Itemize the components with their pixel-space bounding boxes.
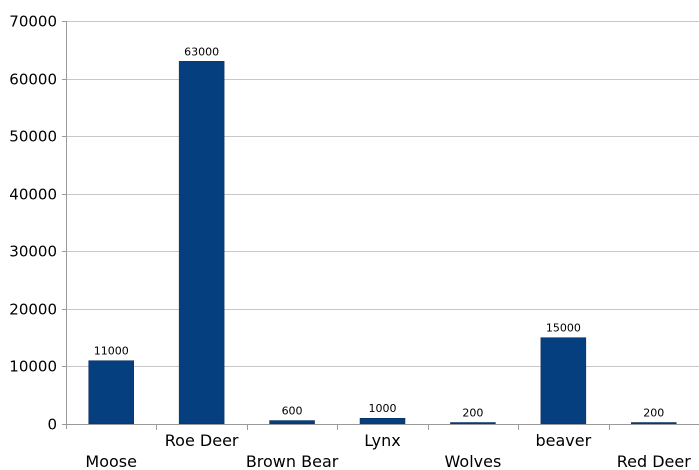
x-tick-label: Brown Bear bbox=[246, 452, 339, 470]
x-tick-label: Roe Deer bbox=[165, 431, 239, 450]
x-axis: Moose Roe Deer Brown Bear Lynx Wolves beaver R… bbox=[66, 424, 699, 470]
data-label: 200 bbox=[643, 407, 664, 420]
bars: 11000 63000 600 1000 200 15000 200 bbox=[88, 45, 677, 425]
data-label: 600 bbox=[282, 405, 303, 418]
bar-wolves bbox=[450, 422, 496, 425]
y-axis: 0 10000 20000 30000 40000 50000 60000 70000 bbox=[9, 13, 67, 434]
x-tick-label: Wolves bbox=[445, 452, 502, 470]
y-tick-label: 40000 bbox=[9, 186, 57, 204]
data-label: 11000 bbox=[94, 345, 129, 358]
bar-lynx bbox=[359, 417, 406, 425]
y-tick-label: 70000 bbox=[9, 13, 57, 31]
y-tick-label: 20000 bbox=[9, 301, 57, 319]
x-tick-label: Red Deer bbox=[617, 452, 691, 470]
y-tick-label: 30000 bbox=[9, 243, 57, 261]
bar-moose bbox=[88, 360, 134, 425]
y-tick-label: 0 bbox=[47, 416, 57, 434]
bar-beaver bbox=[540, 337, 587, 425]
data-label: 15000 bbox=[546, 322, 581, 335]
x-tick-label: Moose bbox=[85, 452, 137, 470]
bar-brown-bear bbox=[269, 420, 315, 425]
data-label: 200 bbox=[462, 407, 483, 420]
x-tick-label: Lynx bbox=[364, 431, 401, 450]
gridlines bbox=[66, 21, 699, 367]
y-tick-label: 10000 bbox=[9, 358, 57, 376]
data-label: 1000 bbox=[369, 402, 397, 415]
y-tick-label: 50000 bbox=[9, 128, 57, 146]
y-tick-label: 60000 bbox=[9, 71, 57, 89]
bar-red-deer bbox=[631, 422, 677, 425]
x-tick-label: beaver bbox=[536, 431, 592, 450]
bar-roe-deer bbox=[178, 61, 225, 425]
data-label: 63000 bbox=[184, 45, 219, 58]
